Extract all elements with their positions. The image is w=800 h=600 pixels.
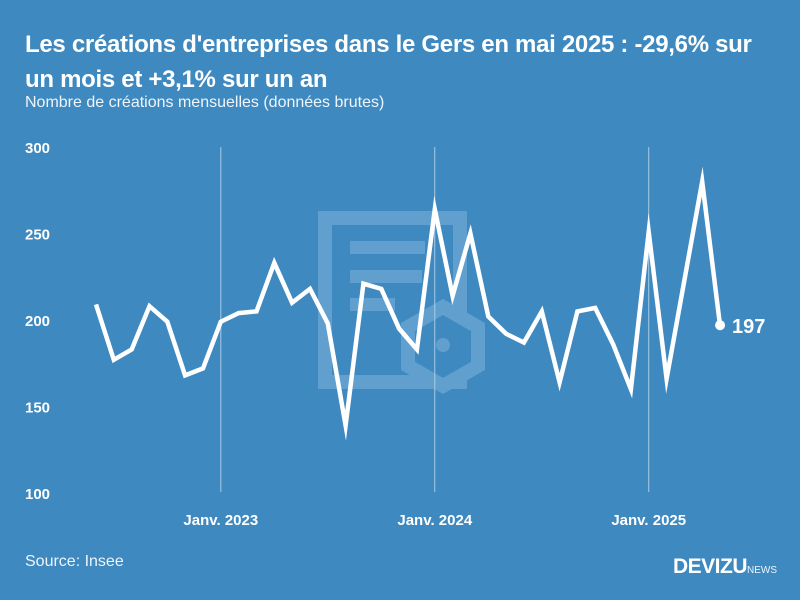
source-note: Source: Insee <box>25 553 124 570</box>
watermark-document-outline <box>318 211 467 389</box>
watermark-line <box>350 270 422 283</box>
chart-title: Les créations d'entreprises dans le Gers… <box>25 31 752 93</box>
y-tick-label: 100 <box>25 486 50 503</box>
brand-name: DEVIZU <box>673 555 748 578</box>
series-layer: 197 <box>93 166 765 441</box>
y-tick-label: 150 <box>25 400 50 417</box>
last-value-label: 197 <box>732 316 765 338</box>
y-tick-label: 250 <box>25 227 50 244</box>
document-hexagon-icon <box>318 211 485 395</box>
chart-subtitle: Nombre de créations mensuelles (données … <box>25 94 385 111</box>
x-axis: Janv. 2023 Janv. 2024 Janv. 2025 <box>183 512 686 529</box>
series-line <box>93 166 723 441</box>
x-tick-label: Janv. 2025 <box>611 512 686 529</box>
brand-suffix: NEWS <box>747 565 778 576</box>
y-axis: 300 250 200 150 100 <box>25 140 50 503</box>
x-tick-label: Janv. 2024 <box>397 512 472 529</box>
last-point-marker <box>715 320 726 331</box>
y-tick-label: 200 <box>25 313 50 330</box>
brand-logo: DEVIZUNEWS <box>673 555 777 579</box>
y-tick-label: 300 <box>25 140 50 157</box>
x-tick-label: Janv. 2023 <box>183 512 258 529</box>
watermark-dot <box>436 338 450 352</box>
watermark-line <box>350 241 425 254</box>
